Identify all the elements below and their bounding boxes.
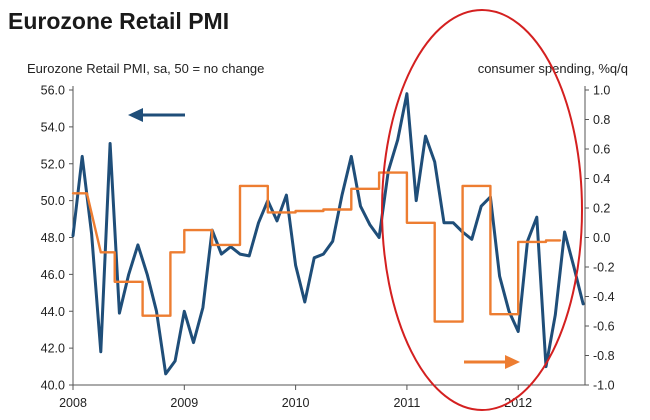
- axes: 40.0 42.0 44.0 46.0 48.0 50.0 52.0 54.0 56.0 -1.0…: [41, 84, 615, 411]
- right-tick-label: -1.0: [593, 379, 615, 393]
- right-tick-label: -0.4: [593, 290, 615, 304]
- left-tick-label: 42.0: [41, 342, 65, 356]
- left-tick-label: 48.0: [41, 231, 65, 245]
- consumer-spending-line: [71, 171, 562, 323]
- right-tick-label: 0.8: [593, 113, 610, 127]
- left-tick-label: 52.0: [41, 157, 65, 171]
- right-tick-label: 0.0: [593, 231, 610, 245]
- x-tick-label: 2010: [282, 396, 310, 410]
- right-axis-arrow-head: [505, 355, 520, 369]
- right-tick-label: 0.2: [593, 202, 610, 216]
- x-tick-label: 2008: [59, 396, 87, 410]
- annotations: [128, 9, 583, 411]
- chart-title: Eurozone Retail PMI: [8, 8, 229, 34]
- left-tick-label: 50.0: [41, 194, 65, 208]
- left-axis-arrow-head: [128, 108, 143, 122]
- series-lines: [71, 92, 585, 376]
- left-tick-label: 40.0: [41, 379, 65, 393]
- left-tick-label: 54.0: [41, 120, 65, 134]
- left-tick-label: 46.0: [41, 268, 65, 282]
- left-axis-label: Eurozone Retail PMI, sa, 50 = no change: [27, 61, 264, 76]
- right-tick-label: -0.6: [593, 320, 615, 334]
- retail-pmi-line: [71, 92, 585, 376]
- right-tick-label: -0.8: [593, 349, 615, 363]
- right-tick-label: 0.4: [593, 172, 610, 186]
- x-tick-label: 2012: [504, 396, 532, 410]
- left-tick-label: 44.0: [41, 305, 65, 319]
- left-tick-label: 56.0: [41, 84, 65, 98]
- highlight-ellipse: [381, 9, 583, 411]
- x-tick-label: 2009: [170, 396, 198, 410]
- right-tick-label: 0.6: [593, 143, 610, 157]
- right-tick-label: -0.2: [593, 261, 615, 275]
- x-tick-label: 2011: [393, 396, 420, 410]
- right-tick-label: 1.0: [593, 84, 610, 98]
